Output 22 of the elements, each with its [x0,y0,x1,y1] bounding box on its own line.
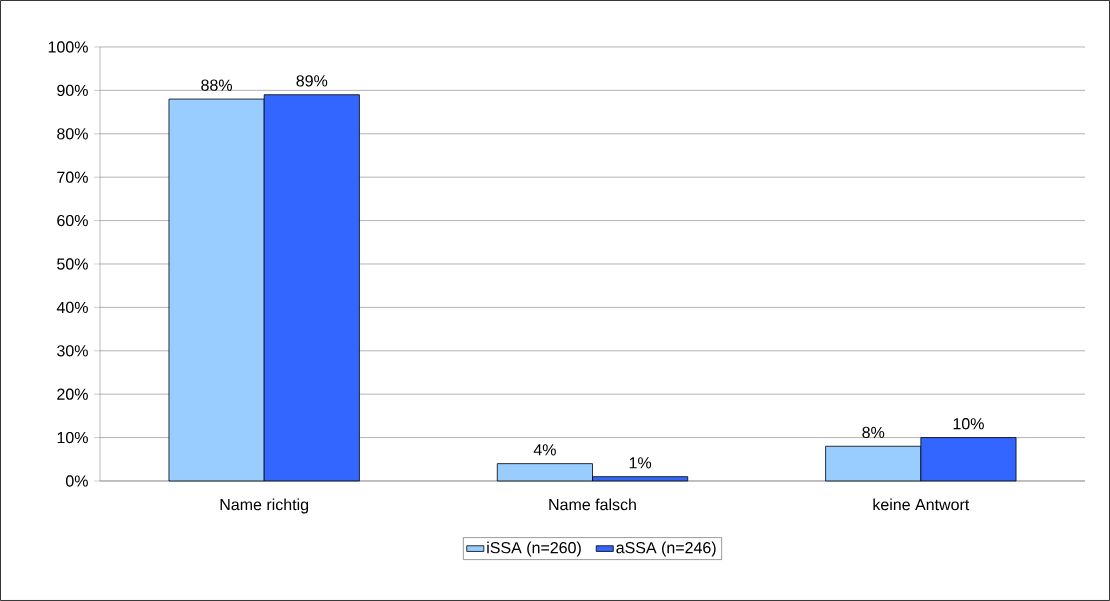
y-tick-label: 40% [56,301,88,314]
data-label: 88% [201,79,233,91]
y-tick-label: 80% [57,128,88,140]
x-tick-label: Name falsch [549,498,636,511]
data-label: 10% [953,418,984,430]
legend-label: aSSA (n=246) [616,541,716,557]
data-label: 8% [862,426,885,439]
x-tick-label: keine Antwort [873,498,970,511]
y-tick-label: 20% [57,388,88,400]
y-tick-label: 90% [57,84,88,97]
data-label: 4% [533,444,556,456]
data-label: 1% [629,457,652,469]
x-tick-label: Name richtig [220,498,309,514]
y-tick-label: 10% [57,431,88,444]
y-tick-label: 50% [57,258,88,270]
legend-label: iSSA (n=260) [487,541,581,557]
data-label: 89% [296,75,328,87]
y-tick-label: 100% [48,41,88,53]
y-tick-label: 70% [57,171,88,183]
y-tick-label: 60% [57,214,88,227]
y-tick-label: 0% [65,475,88,487]
y-tick-label: 30% [57,345,88,357]
